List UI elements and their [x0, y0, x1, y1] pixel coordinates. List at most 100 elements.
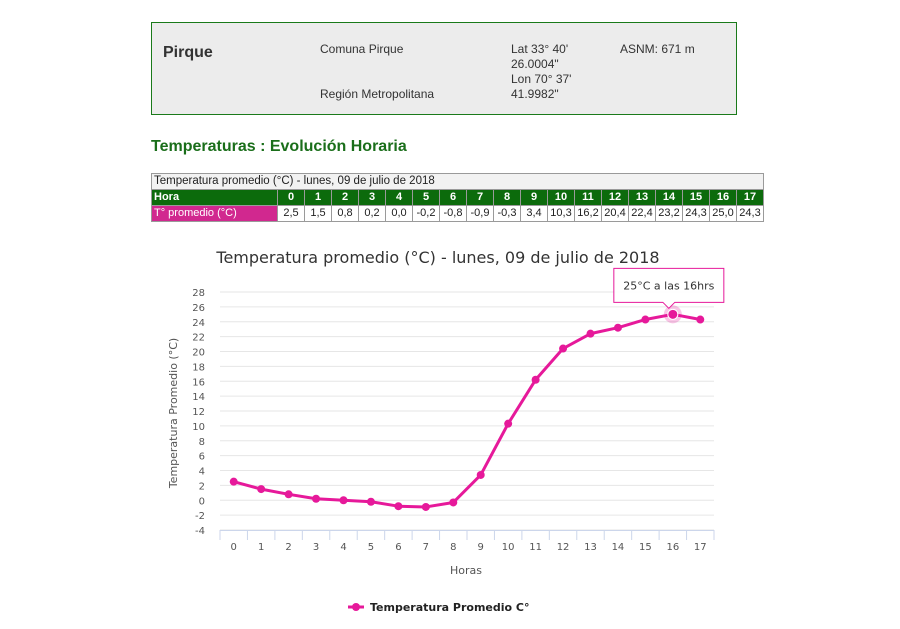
station-region: Región Metropolitana [320, 87, 435, 101]
data-point[interactable] [312, 494, 321, 503]
hour-cell: 17 [736, 189, 764, 206]
station-comuna: Comuna Pirque [320, 42, 404, 56]
x-tick-label: 5 [368, 542, 374, 553]
chart-tooltip: 25°C a las 16hrs [613, 267, 725, 310]
x-tick-label: 10 [502, 542, 515, 553]
temperature-cell: -0,2 [412, 205, 440, 222]
x-tick-label: 7 [423, 542, 429, 553]
station-altitude: ASNM: 671 m [620, 42, 695, 56]
y-tick-label: 6 [199, 452, 205, 463]
data-point[interactable] [613, 323, 622, 332]
table-temperature-row: T° promedio (°C) 2,5 1,5 0,8 0,2 0,0 -0,2 -0,8… [151, 205, 764, 222]
data-point[interactable] [421, 502, 430, 511]
chart-legend[interactable]: Temperatura Promedio C° [348, 601, 529, 614]
data-point[interactable] [476, 470, 485, 479]
temperature-cell: -0,9 [466, 205, 494, 222]
data-point[interactable] [641, 315, 650, 324]
x-tick-label: 17 [694, 542, 707, 553]
temperature-cell: 10,3 [547, 205, 575, 222]
longitude-seconds: 41.9982" [511, 87, 559, 101]
temperature-cell: 0,2 [358, 205, 386, 222]
x-tick-label: 6 [395, 542, 401, 553]
temp-label: T° promedio (°C) [151, 205, 278, 222]
data-point[interactable] [559, 344, 568, 353]
data-point[interactable] [229, 477, 238, 486]
x-tick-label: 4 [340, 542, 346, 553]
data-point[interactable] [504, 419, 513, 428]
y-tick-label: -4 [195, 526, 205, 537]
y-tick-label: 0 [199, 496, 205, 507]
temperature-cell: 24,3 [736, 205, 764, 222]
data-point[interactable] [449, 498, 458, 507]
latitude-seconds: 26.0004" [511, 57, 559, 71]
temperature-cell: 2,5 [277, 205, 305, 222]
y-tick-label: 2 [199, 481, 205, 492]
longitude: Lon 70° 37' [511, 72, 572, 86]
station-info-box: Pirque Comuna Pirque Región Metropolitan… [151, 22, 737, 115]
y-tick-label: 20 [192, 348, 205, 359]
x-axis: 0 1 2 3 4 5 6 7 8 9 10 11 12 13 14 15 16 17 [219, 530, 715, 553]
data-point[interactable] [586, 329, 595, 338]
y-tick-label: 12 [192, 407, 205, 418]
tooltip-box [613, 267, 725, 310]
data-point[interactable] [394, 502, 403, 511]
y-tick-label: 14 [192, 392, 205, 403]
y-tick-label: 8 [199, 437, 205, 448]
y-tick-label: 22 [192, 333, 205, 344]
series-temperatura [229, 305, 705, 511]
data-point[interactable] [667, 308, 679, 320]
y-tick-label: 28 [192, 288, 205, 299]
data-point[interactable] [339, 496, 348, 505]
temperature-cell: 24,3 [682, 205, 710, 222]
section-title: Temperaturas : Evolución Horaria [151, 138, 407, 155]
y-tick-label: 4 [199, 467, 205, 478]
temperature-cell: 3,4 [520, 205, 548, 222]
hora-label: Hora [151, 189, 278, 206]
hour-cell: 4 [385, 189, 413, 206]
x-tick-label: 0 [231, 542, 237, 553]
chart-title: Temperatura promedio (°C) - lunes, 09 de… [215, 248, 659, 267]
hour-cell: 9 [520, 189, 548, 206]
data-point[interactable] [257, 485, 266, 494]
hour-cell: 2 [331, 189, 359, 206]
latitude: Lat 33° 40' [511, 42, 569, 56]
legend-label[interactable]: Temperatura Promedio C° [370, 601, 529, 614]
data-point[interactable] [531, 375, 540, 384]
y-tick-label: -2 [195, 511, 205, 522]
y-tick-label: 24 [192, 318, 205, 329]
data-point[interactable] [696, 315, 705, 324]
data-point[interactable] [366, 497, 375, 506]
series-line [232, 312, 702, 509]
temperature-cell: 16,2 [574, 205, 602, 222]
temperature-cell: 25,0 [709, 205, 737, 222]
x-tick-label: 12 [557, 542, 570, 553]
legend-marker [352, 603, 360, 611]
x-tick-label: 2 [285, 542, 291, 553]
x-tick-label: 3 [313, 542, 319, 553]
y-axis-title: Temperatura Promedio (°C) [167, 338, 180, 489]
tooltip-text: 25°C a las 16hrs [623, 279, 714, 292]
x-axis-title: Horas [450, 564, 482, 577]
x-tick-label: 15 [639, 542, 652, 553]
station-name: Pirque [163, 44, 213, 61]
hour-cell: 15 [682, 189, 710, 206]
y-tick-label: 18 [192, 362, 205, 373]
x-tick-label: 1 [258, 542, 264, 553]
hour-cell: 12 [601, 189, 629, 206]
hour-cell: 1 [304, 189, 332, 206]
x-tick-label: 8 [450, 542, 456, 553]
hourly-temperature-table: Temperatura promedio (°C) - lunes, 09 de… [151, 173, 764, 222]
data-point[interactable] [284, 490, 293, 499]
x-tick-label: 9 [478, 542, 484, 553]
x-tick-label: 16 [666, 542, 679, 553]
table-hour-row: Hora 0 1 2 3 4 5 6 7 8 9 10 11 12 13 14 15 16 17 [151, 189, 764, 206]
temperature-cell: 0,0 [385, 205, 413, 222]
hour-cell: 0 [277, 189, 305, 206]
y-tick-label: 16 [192, 377, 205, 388]
y-tick-label: 10 [192, 422, 205, 433]
temperature-cell: 1,5 [304, 205, 332, 222]
x-tick-label: 14 [612, 542, 625, 553]
station-coordinates: Lat 33° 40' 26.0004" Lon 70° 37' 41.9982… [511, 42, 571, 102]
